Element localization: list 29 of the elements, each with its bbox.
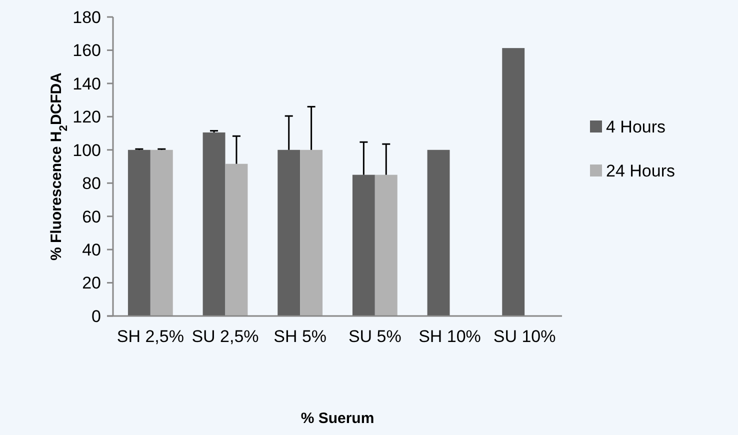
bar: [502, 48, 525, 316]
y-tick-label: 160: [72, 41, 101, 60]
bar: [202, 132, 226, 316]
x-tick-label: SH 2,5%: [116, 327, 184, 346]
y-tick-label: 0: [92, 306, 101, 326]
legend-label: 24 Hours: [606, 161, 675, 180]
y-tick-label: 140: [72, 74, 101, 94]
bar: [352, 174, 375, 316]
bar: [374, 174, 398, 316]
x-axis-title: % Suerum: [300, 410, 374, 427]
bar: [128, 150, 150, 316]
legend-label: 4 Hours: [606, 117, 666, 136]
y-tick-label: 100: [72, 140, 101, 160]
bar: [278, 150, 300, 316]
bar: [300, 150, 323, 316]
bar: [150, 150, 173, 316]
y-tick-label: 80: [82, 174, 101, 194]
y-tick-label: 180: [72, 8, 101, 27]
x-tick-label: SU 10%: [493, 327, 556, 346]
x-tick-label: SH 5%: [274, 327, 327, 346]
y-tick-label: 60: [82, 207, 101, 226]
y-tick-label: 40: [82, 240, 101, 260]
y-tick-label: 120: [72, 108, 101, 127]
y-tick-label: 20: [82, 274, 101, 293]
bar: [427, 150, 450, 316]
x-tick-label: SH 10%: [418, 327, 481, 346]
bar: [225, 164, 248, 316]
x-tick-label: SU 5%: [348, 327, 402, 346]
x-tick-label: SU 2,5%: [192, 327, 259, 346]
